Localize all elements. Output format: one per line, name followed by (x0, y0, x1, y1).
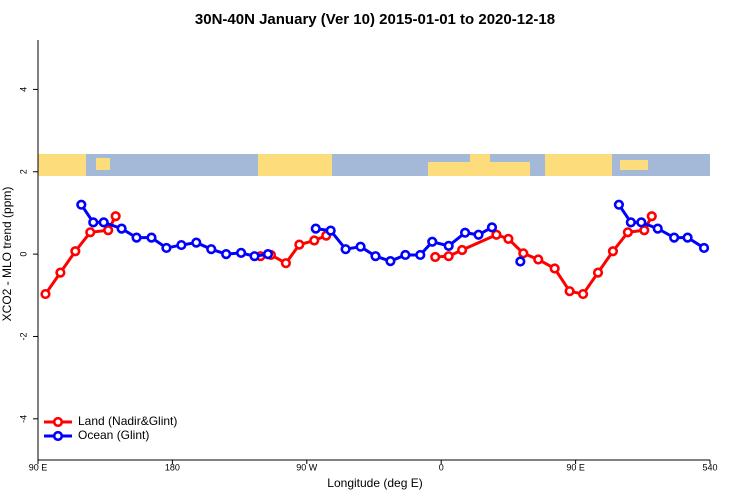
x-tick-label: 90 W (296, 462, 318, 472)
x-tick-label: 180 (165, 462, 180, 472)
legend-label: Ocean (Glint) (78, 428, 149, 442)
point (400, 249, 411, 261)
point (682, 232, 693, 243)
point (103, 225, 114, 236)
point (116, 223, 127, 234)
legend-marker (52, 416, 64, 428)
y-tick-label: 4 (18, 87, 28, 92)
point (262, 249, 274, 260)
point (249, 251, 260, 262)
point (55, 267, 66, 278)
point (622, 227, 633, 238)
point (206, 244, 217, 255)
point (110, 211, 121, 222)
y-tick-label: 2 (18, 169, 28, 174)
point (652, 223, 663, 234)
y-tick-label: 0 (18, 252, 28, 257)
point (625, 217, 636, 228)
map-strip (38, 154, 710, 176)
point (549, 263, 560, 274)
point (646, 211, 657, 222)
point (40, 288, 51, 300)
point (385, 256, 396, 267)
x-tick-label: 0 (439, 462, 444, 472)
point (491, 229, 502, 240)
chart-title: 30N-40N January (Ver 10) 2015-01-01 to 2… (195, 11, 555, 28)
series-line (435, 215, 654, 296)
point (503, 233, 514, 244)
point (85, 227, 96, 238)
point (486, 222, 498, 233)
y-axis-label: XCO2 - MLO trend (ppm) (0, 187, 14, 322)
point (459, 227, 471, 238)
point (639, 225, 650, 236)
point (146, 232, 157, 243)
point (310, 223, 321, 234)
point (613, 199, 625, 210)
y-tick-label: -4 (18, 415, 28, 423)
point (88, 217, 99, 228)
point (564, 286, 575, 297)
point (235, 247, 247, 258)
point (370, 251, 381, 262)
legend-label: Land (Nadir&Glint) (78, 414, 177, 428)
point (443, 240, 454, 251)
point (221, 249, 232, 260)
point (76, 199, 87, 210)
point (161, 242, 172, 254)
point (457, 244, 468, 256)
point (191, 237, 202, 248)
point (325, 225, 336, 236)
point (518, 248, 529, 259)
point (131, 232, 142, 243)
x-axis-label: Longitude (deg E) (327, 476, 422, 490)
point (280, 258, 291, 269)
point (636, 217, 647, 228)
point (607, 246, 619, 257)
x-tick-label: 90 E (29, 462, 48, 472)
point (340, 244, 351, 255)
point (577, 288, 589, 300)
point (592, 267, 604, 278)
point (427, 236, 438, 247)
point (669, 232, 680, 243)
point (98, 217, 109, 228)
point (430, 251, 441, 263)
point (515, 256, 526, 267)
point (473, 229, 484, 240)
point (415, 249, 426, 261)
point (176, 239, 187, 251)
x-tick-label: 540 (702, 462, 717, 472)
legend-marker (52, 430, 64, 442)
point (294, 239, 305, 250)
point (533, 254, 544, 265)
y-tick-label: -2 (18, 332, 28, 340)
point (443, 251, 454, 262)
point (70, 246, 81, 257)
point (309, 235, 320, 246)
point (698, 242, 710, 254)
point (355, 241, 366, 252)
x-tick-label: 90 E (566, 462, 585, 472)
